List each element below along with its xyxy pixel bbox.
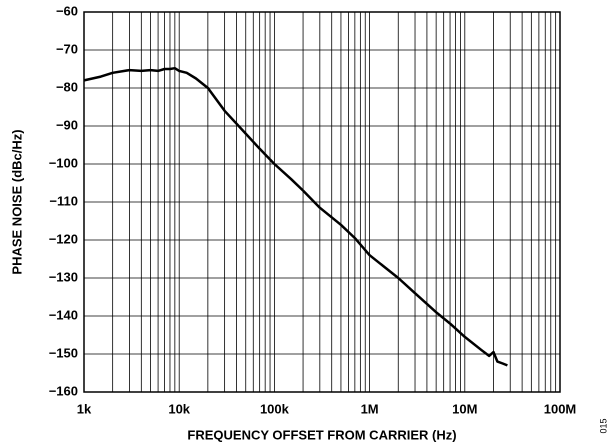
y-tick-label: −60 <box>56 3 78 18</box>
y-tick-label: −160 <box>49 383 78 398</box>
y-tick-label: −100 <box>49 155 78 170</box>
x-axis-label: FREQUENCY OFFSET FROM CARRIER (Hz) <box>187 427 456 442</box>
x-tick-label: 100M <box>544 401 577 416</box>
x-tick-label: 100k <box>260 401 290 416</box>
x-tick-label: 10k <box>168 401 190 416</box>
figure-number: 015 <box>598 418 608 433</box>
x-tick-label: 1k <box>77 401 92 416</box>
x-tick-label: 10M <box>452 401 477 416</box>
y-tick-label: −90 <box>56 117 78 132</box>
y-tick-label: −150 <box>49 345 78 360</box>
y-tick-label: −110 <box>49 193 78 208</box>
y-axis-label: PHASE NOISE (dBc/Hz) <box>9 129 24 274</box>
y-tick-label: −130 <box>49 269 78 284</box>
plot-frame <box>83 11 561 393</box>
y-tick-label: −70 <box>56 41 78 56</box>
y-tick-label: −120 <box>49 231 78 246</box>
y-tick-label: −80 <box>56 79 78 94</box>
phase-noise-line <box>83 66 508 367</box>
x-tick-label: 1M <box>361 401 379 416</box>
y-tick-label: −140 <box>49 307 78 322</box>
